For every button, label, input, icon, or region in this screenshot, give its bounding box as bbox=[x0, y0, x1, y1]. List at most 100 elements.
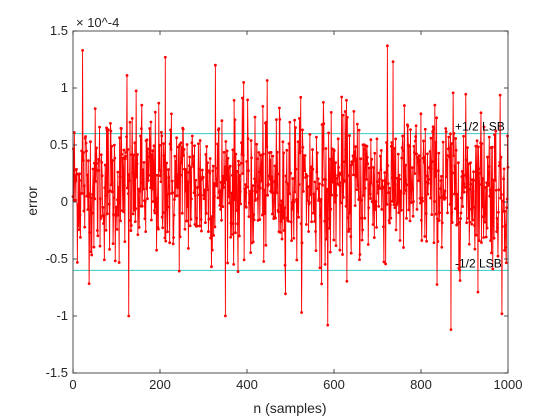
data-point bbox=[182, 154, 186, 157]
data-point bbox=[142, 187, 145, 191]
data-point bbox=[254, 180, 258, 183]
data-point bbox=[280, 237, 284, 241]
data-point bbox=[234, 152, 238, 156]
data-point bbox=[151, 200, 155, 203]
data-point bbox=[447, 135, 451, 139]
data-point bbox=[261, 213, 264, 217]
data-point bbox=[238, 190, 242, 194]
data-point bbox=[422, 160, 426, 164]
data-point bbox=[477, 239, 481, 243]
y-tick-label: -0.5 bbox=[46, 251, 68, 266]
data-point bbox=[326, 217, 330, 221]
data-point bbox=[386, 182, 390, 185]
data-point bbox=[122, 210, 125, 214]
data-point bbox=[121, 171, 125, 175]
data-point bbox=[403, 178, 407, 182]
data-point bbox=[407, 208, 411, 212]
data-point bbox=[122, 148, 126, 152]
data-point bbox=[459, 217, 462, 220]
data-point bbox=[94, 179, 98, 183]
data-point bbox=[167, 176, 171, 179]
data-point bbox=[89, 140, 92, 144]
data-point bbox=[401, 134, 405, 138]
data-point bbox=[311, 167, 315, 171]
data-point bbox=[318, 214, 322, 217]
data-point bbox=[333, 183, 337, 187]
data-point bbox=[392, 203, 396, 207]
data-point bbox=[150, 153, 154, 157]
data-point bbox=[85, 173, 89, 177]
data-point bbox=[429, 136, 433, 140]
data-point bbox=[128, 120, 132, 124]
data-point bbox=[145, 138, 149, 142]
data-point bbox=[321, 101, 325, 104]
data-point bbox=[321, 183, 324, 187]
data-point bbox=[227, 185, 231, 189]
data-point bbox=[482, 125, 486, 129]
data-point bbox=[423, 127, 427, 131]
data-point bbox=[476, 290, 480, 294]
data-point bbox=[352, 110, 356, 113]
data-point bbox=[464, 92, 468, 96]
data-point bbox=[285, 148, 289, 152]
data-point bbox=[418, 196, 422, 200]
data-point bbox=[459, 211, 463, 215]
data-point bbox=[89, 250, 93, 254]
data-point bbox=[249, 251, 253, 255]
data-point bbox=[357, 128, 361, 132]
data-point bbox=[185, 219, 189, 223]
data-point bbox=[180, 145, 184, 149]
data-point bbox=[240, 141, 243, 145]
data-point bbox=[485, 226, 489, 230]
data-point bbox=[385, 44, 389, 48]
data-point bbox=[295, 258, 299, 262]
data-point bbox=[301, 128, 304, 132]
data-point bbox=[283, 263, 287, 267]
data-point bbox=[472, 170, 475, 174]
data-point bbox=[210, 248, 214, 252]
data-point bbox=[287, 219, 290, 223]
data-point bbox=[442, 193, 445, 197]
data-point bbox=[334, 244, 338, 248]
data-point bbox=[292, 236, 296, 240]
data-point bbox=[109, 121, 112, 125]
data-point bbox=[98, 244, 102, 248]
data-point bbox=[87, 195, 91, 198]
data-point bbox=[336, 173, 340, 177]
data-point bbox=[449, 328, 453, 332]
data-point bbox=[506, 134, 509, 138]
data-point bbox=[369, 138, 373, 142]
y-tick-label: 0 bbox=[61, 194, 68, 209]
data-point bbox=[301, 146, 305, 149]
data-point bbox=[289, 220, 293, 224]
data-point bbox=[482, 236, 486, 239]
data-point bbox=[162, 154, 166, 158]
data-point bbox=[201, 176, 205, 179]
data-point bbox=[413, 139, 417, 143]
data-point bbox=[417, 179, 421, 183]
data-point bbox=[238, 174, 242, 177]
data-point bbox=[470, 178, 474, 182]
data-point bbox=[263, 188, 266, 192]
data-point bbox=[344, 148, 347, 151]
data-point bbox=[341, 253, 344, 256]
data-point bbox=[495, 230, 499, 234]
data-point bbox=[161, 226, 165, 230]
data-point bbox=[127, 314, 131, 318]
data-point bbox=[203, 188, 207, 192]
data-point bbox=[356, 183, 360, 187]
data-point bbox=[249, 139, 253, 142]
data-point bbox=[123, 157, 127, 161]
data-point bbox=[444, 127, 448, 130]
data-point bbox=[469, 161, 472, 165]
data-point bbox=[435, 283, 439, 286]
data-point bbox=[129, 224, 133, 227]
data-point bbox=[343, 160, 347, 164]
data-point bbox=[464, 158, 468, 162]
data-point bbox=[474, 144, 478, 148]
data-point bbox=[102, 222, 105, 225]
data-point bbox=[221, 205, 225, 209]
data-point bbox=[501, 199, 505, 203]
data-point bbox=[108, 189, 112, 193]
data-point bbox=[168, 142, 172, 146]
